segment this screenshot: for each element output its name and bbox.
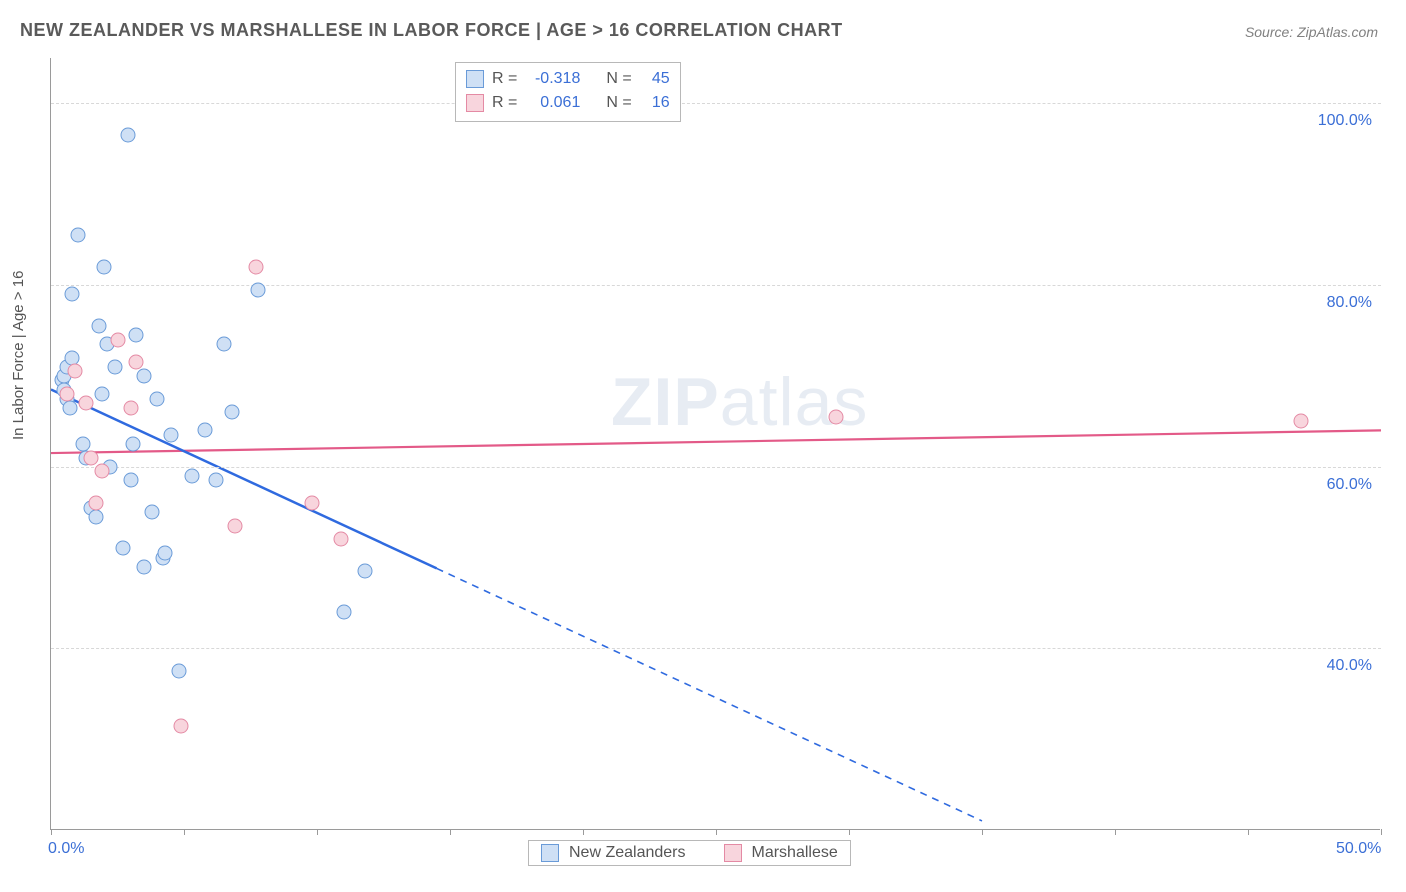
legend-swatch-ms xyxy=(724,844,742,862)
data-point-nz xyxy=(158,545,173,560)
gridline xyxy=(51,467,1381,468)
chart-title: NEW ZEALANDER VS MARSHALLESE IN LABOR FO… xyxy=(20,20,843,41)
x-tick xyxy=(1248,829,1249,835)
data-point-ms xyxy=(110,332,125,347)
legend-label-nz: New Zealanders xyxy=(569,844,686,862)
y-tick-label: 80.0% xyxy=(1327,294,1372,312)
legend-label-ms: Marshallese xyxy=(752,844,838,862)
stats-row-nz: R = -0.318 N = 45 xyxy=(466,67,670,91)
y-tick-label: 60.0% xyxy=(1327,476,1372,494)
data-point-nz xyxy=(198,423,213,438)
data-point-nz xyxy=(65,287,80,302)
data-point-nz xyxy=(65,350,80,365)
data-point-ms xyxy=(78,396,93,411)
data-point-nz xyxy=(94,387,109,402)
source-attribution: Source: ZipAtlas.com xyxy=(1245,24,1378,40)
x-tick xyxy=(982,829,983,835)
data-point-nz xyxy=(171,664,186,679)
data-point-nz xyxy=(115,541,130,556)
data-point-nz xyxy=(126,437,141,452)
stats-nz-r: -0.318 xyxy=(525,70,580,88)
x-tick xyxy=(51,829,52,835)
data-point-nz xyxy=(208,473,223,488)
swatch-nz xyxy=(466,70,484,88)
data-point-nz xyxy=(251,282,266,297)
x-tick xyxy=(317,829,318,835)
data-point-nz xyxy=(163,427,178,442)
data-point-nz xyxy=(137,368,152,383)
data-point-ms xyxy=(83,450,98,465)
x-tick xyxy=(849,829,850,835)
watermark: ZIPatlas xyxy=(611,363,868,441)
stats-n-label-2: N = xyxy=(606,94,631,112)
x-tick xyxy=(583,829,584,835)
data-point-nz xyxy=(224,405,239,420)
data-point-nz xyxy=(184,468,199,483)
trend-lines-svg xyxy=(51,58,1381,830)
stats-ms-n: 16 xyxy=(640,94,670,112)
x-tick xyxy=(184,829,185,835)
data-point-ms xyxy=(67,364,82,379)
stats-ms-r: 0.061 xyxy=(525,94,580,112)
data-point-nz xyxy=(62,400,77,415)
data-point-nz xyxy=(121,128,136,143)
legend-swatch-nz xyxy=(541,844,559,862)
data-point-ms xyxy=(828,409,843,424)
correlation-stats-box: R = -0.318 N = 45 R = 0.061 N = 16 xyxy=(455,62,681,122)
data-point-nz xyxy=(145,505,160,520)
data-point-ms xyxy=(1294,414,1309,429)
data-point-nz xyxy=(336,605,351,620)
data-point-nz xyxy=(107,359,122,374)
y-tick-label: 40.0% xyxy=(1327,657,1372,675)
data-point-nz xyxy=(75,437,90,452)
gridline xyxy=(51,103,1381,104)
chart-area: ZIPatlas xyxy=(50,58,1380,830)
data-point-nz xyxy=(70,228,85,243)
chart-container: NEW ZEALANDER VS MARSHALLESE IN LABOR FO… xyxy=(0,0,1406,892)
x-tick-label: 0.0% xyxy=(48,840,84,858)
data-point-ms xyxy=(248,259,263,274)
stats-r-label-2: R = xyxy=(492,94,517,112)
data-point-nz xyxy=(97,259,112,274)
x-tick xyxy=(716,829,717,835)
data-point-nz xyxy=(150,391,165,406)
data-point-nz xyxy=(89,509,104,524)
data-point-nz xyxy=(129,328,144,343)
data-point-nz xyxy=(137,559,152,574)
data-point-ms xyxy=(333,532,348,547)
swatch-ms xyxy=(466,94,484,112)
y-axis-label: In Labor Force | Age > 16 xyxy=(10,271,27,440)
data-point-nz xyxy=(216,337,231,352)
stats-r-label: R = xyxy=(492,70,517,88)
data-point-ms xyxy=(304,496,319,511)
stats-n-label: N = xyxy=(606,70,631,88)
y-tick-label: 100.0% xyxy=(1318,112,1372,130)
gridline xyxy=(51,648,1381,649)
stats-nz-n: 45 xyxy=(640,70,670,88)
data-point-nz xyxy=(91,318,106,333)
x-tick-label: 50.0% xyxy=(1336,840,1381,858)
x-tick xyxy=(1115,829,1116,835)
data-point-ms xyxy=(59,387,74,402)
x-tick xyxy=(450,829,451,835)
data-point-ms xyxy=(94,464,109,479)
data-point-nz xyxy=(123,473,138,488)
plot-region: ZIPatlas xyxy=(50,58,1380,830)
legend: New Zealanders Marshallese xyxy=(528,840,851,866)
data-point-nz xyxy=(357,564,372,579)
data-point-ms xyxy=(129,355,144,370)
data-point-ms xyxy=(227,518,242,533)
data-point-ms xyxy=(89,496,104,511)
data-point-ms xyxy=(174,718,189,733)
stats-row-ms: R = 0.061 N = 16 xyxy=(466,91,670,115)
x-tick xyxy=(1381,829,1382,835)
data-point-ms xyxy=(123,400,138,415)
